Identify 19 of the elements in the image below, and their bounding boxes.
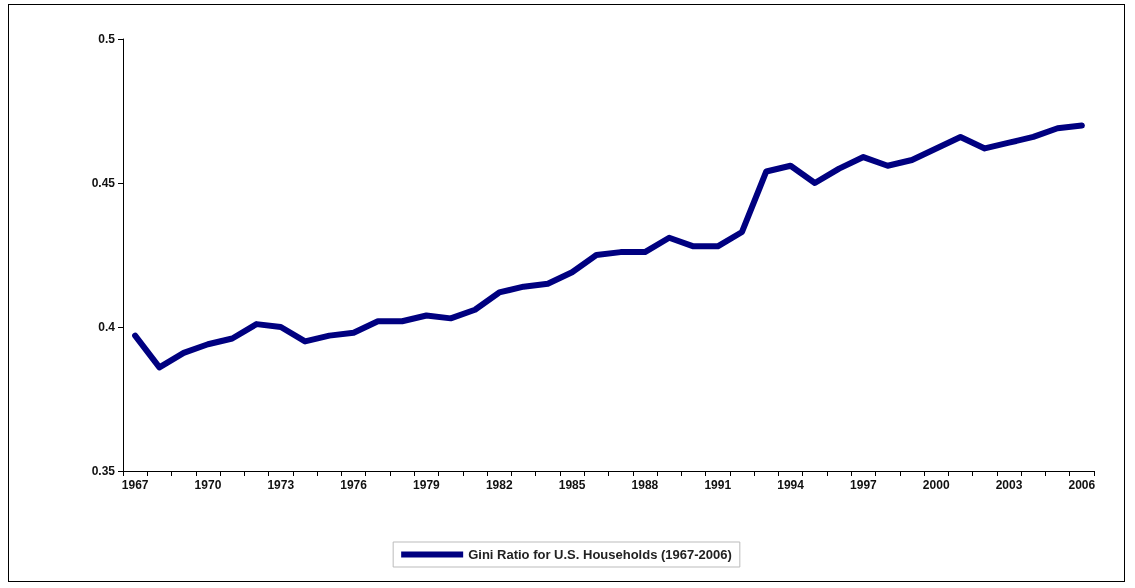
x-tick-label: 2000: [922, 478, 950, 492]
x-tick-label: 2003: [995, 478, 1023, 492]
y-tick-label: 0.4: [98, 320, 116, 334]
x-tick-label: 1973: [267, 478, 295, 492]
x-tick-label: 1988: [631, 478, 659, 492]
x-tick-label: 1991: [704, 478, 732, 492]
x-tick-label: 1997: [850, 478, 878, 492]
x-tick-label: 1982: [485, 478, 513, 492]
x-tick-label: 1970: [194, 478, 222, 492]
x-tick-label: 2006: [1068, 478, 1096, 492]
y-tick-label: 0.5: [98, 32, 116, 46]
x-tick-label: 1994: [777, 478, 805, 492]
x-tick-label: 1976: [340, 478, 368, 492]
x-tick-label: 1979: [413, 478, 441, 492]
y-tick-label: 0.35: [91, 464, 116, 478]
x-tick-label: 1985: [558, 478, 586, 492]
legend-label: Gini Ratio for U.S. Households (1967-2006): [468, 547, 732, 562]
y-tick-label: 0.45: [91, 176, 116, 190]
x-tick-label: 1967: [121, 478, 149, 492]
